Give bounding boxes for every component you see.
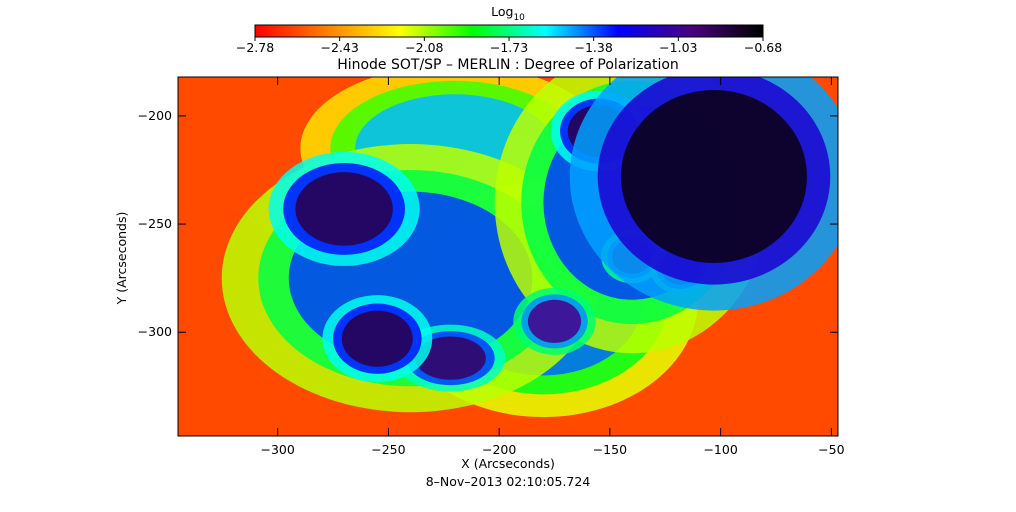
heatmap-pore bbox=[295, 172, 393, 246]
x-tick-label: −200 bbox=[482, 442, 516, 457]
x-axis-label: X (Arcseconds) bbox=[461, 456, 555, 471]
colorbar-tick-label: −0.68 bbox=[744, 40, 782, 55]
x-tick-label: −150 bbox=[593, 442, 627, 457]
colorbar-tick-label: −2.78 bbox=[236, 40, 274, 55]
heatmap-sunspot bbox=[620, 89, 807, 263]
chart-title: Hinode SOT/SP – MERLIN : Degree of Polar… bbox=[337, 57, 679, 73]
x-tick-label: −250 bbox=[371, 442, 405, 457]
y-tick-label: −250 bbox=[138, 216, 172, 231]
y-tick-label: −300 bbox=[138, 324, 172, 339]
colorbar-tick-label: −1.03 bbox=[659, 40, 697, 55]
y-axis-label: Y (Arcseconds) bbox=[114, 212, 129, 306]
colorbar-tick-label: −1.73 bbox=[490, 40, 528, 55]
colorbar-label: Log10 bbox=[491, 4, 525, 23]
colorbar-tick-label: −2.08 bbox=[405, 40, 443, 55]
x-tick-label: −100 bbox=[703, 442, 737, 457]
x-tick-label: −50 bbox=[818, 442, 844, 457]
x-axis-ticks: −300 −250 −200 −150 −100 −50 bbox=[260, 77, 845, 457]
plot-frame bbox=[177, 76, 839, 437]
y-tick-label: −200 bbox=[138, 108, 172, 123]
colorbar-tick-label: −2.43 bbox=[321, 40, 359, 55]
heatmap-pore bbox=[414, 336, 486, 380]
heatmap-image bbox=[178, 77, 838, 436]
colorbar-tick-label: −1.38 bbox=[575, 40, 613, 55]
heatmap-pore bbox=[341, 310, 413, 367]
timestamp: 8–Nov–2013 02:10:05.724 bbox=[426, 474, 591, 489]
colorbar bbox=[254, 24, 764, 38]
x-tick-label: −300 bbox=[260, 442, 294, 457]
y-axis-ticks: −200 −250 −300 bbox=[138, 108, 838, 339]
heatmap-pore bbox=[527, 299, 582, 344]
colorbar-ticks: −2.78 −2.43 −2.08 −1.73 −1.38 −1.03 −0.68 bbox=[236, 37, 782, 55]
